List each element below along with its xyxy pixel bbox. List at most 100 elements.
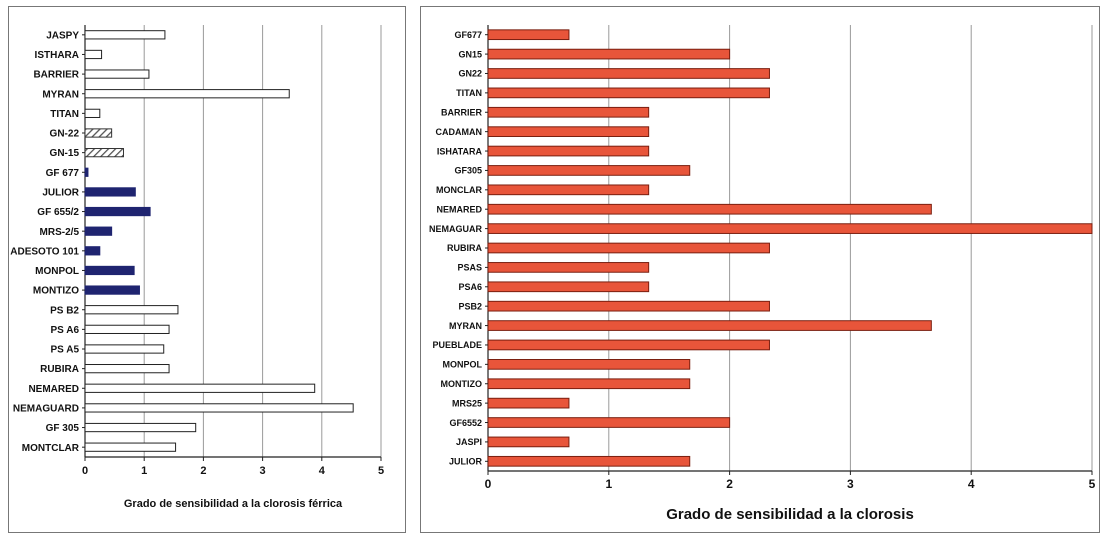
bar [487,397,570,409]
bar [84,403,354,413]
category-label: GF677 [454,30,482,40]
bar [487,262,650,273]
category-label: MRS25 [452,398,482,408]
category-label: MRS-2/5 [40,227,80,238]
category-label: JASPY [46,30,79,41]
bar [84,30,166,40]
bar [487,223,1093,234]
category-label: MONCLAR [436,185,482,195]
bar [487,145,650,157]
bar [487,242,770,254]
bar [487,300,770,312]
category-label: BARRIER [441,108,483,118]
bar [84,305,179,315]
bar [84,69,150,79]
category-label: GF6552 [449,418,482,428]
bar [84,422,197,433]
bar [487,48,731,60]
bar [487,436,570,448]
x-axis-title: Grado de sensibilidad a la clorosis férr… [124,498,343,510]
bar [487,29,570,41]
bar [487,87,770,99]
bar [84,167,89,177]
category-label: GN15 [458,49,482,59]
category-label: PS B2 [50,305,79,316]
category-label: GF305 [454,166,482,176]
bar [487,455,691,467]
category-label: NEMAGUARD [13,404,79,415]
x-tick-label: 5 [378,465,384,477]
x-axis-title: Grado de sensibilidad a la clorosis [666,506,914,523]
bar [84,383,316,393]
x-tick-label: 4 [319,465,326,477]
bar [84,226,113,236]
x-tick-label: 1 [605,477,612,491]
category-label: JULIOR [449,457,483,467]
left-chart-panel: 0 1 2 3 4 5 JASPY ISTHARA BARRIER MYRAN TITAN GN-22… [8,6,406,533]
category-label: CADAMAN [436,127,483,137]
x-tick-label: 2 [726,477,733,491]
category-label: MYRAN [449,321,482,331]
category-label: GN22 [458,69,482,79]
bar [487,339,770,351]
bar [487,281,650,293]
category-label: PS A5 [50,345,79,356]
category-label: MONPOL [35,266,79,277]
bar [84,324,170,334]
bar [84,89,290,99]
category-label: TITAN [50,109,79,120]
category-label: MYRAN [42,89,79,100]
bar [84,49,103,60]
category-label: TITAN [456,88,482,98]
bar [84,128,113,138]
bar [487,184,650,196]
category-label: GN-22 [50,129,80,140]
right-bar-chart: 0 1 2 3 4 5 GF677 GN15 GN22 TITAN BARRIER CADAMAN IS… [429,25,1096,523]
category-label: MONPOL [443,360,483,370]
category-label: PSB2 [458,301,482,311]
left-bar-chart: 0 1 2 3 4 5 JASPY ISTHARA BARRIER MYRAN TITAN GN-22… [10,25,384,510]
bar [84,265,135,276]
bar [487,126,650,137]
bar [487,359,691,370]
x-tick-label: 1 [141,465,147,477]
category-label: PS A6 [50,325,79,336]
right-chart-panel: 0 1 2 3 4 5 GF677 GN15 GN22 TITAN BARRIER CADAMAN IS… [420,6,1100,533]
category-label: NEMAGUAR [429,224,482,234]
category-label: GN-15 [50,148,80,159]
x-tick-label: 3 [260,465,266,477]
bar [487,378,691,390]
category-label: RUBIRA [40,364,79,375]
x-tick-label: 0 [485,477,492,491]
bar [84,206,151,217]
x-tick-label: 2 [200,465,206,477]
category-label: GF 677 [46,168,80,179]
category-label: MONTIZO [33,286,79,297]
category-label: ISHATARA [437,146,483,156]
bar [84,442,177,452]
bar [487,68,770,79]
category-label: NEMARED [28,384,79,395]
bar [487,417,731,428]
category-label: MONTIZO [441,379,483,389]
x-tick-label: 5 [1089,477,1096,491]
bar [487,203,932,215]
category-label: PSAS [457,263,482,273]
category-label: JULIOR [42,188,79,199]
x-tick-label: 0 [82,465,88,477]
category-label: GF 655/2 [37,207,79,218]
category-label: PSA6 [458,282,482,292]
category-label: MONTCLAR [22,443,80,454]
category-label: BARRIER [33,70,79,81]
category-label: ISTHARA [35,50,79,61]
category-label: NEMARED [436,204,482,214]
bar [487,320,932,331]
x-tick-label: 3 [847,477,854,491]
category-label: PUEBLADE [432,340,482,350]
bar [487,165,691,176]
bar [84,364,170,374]
bar [84,108,101,118]
bar [84,148,124,158]
category-label: RUBIRA [447,243,482,253]
category-label: JASPI [456,437,482,447]
